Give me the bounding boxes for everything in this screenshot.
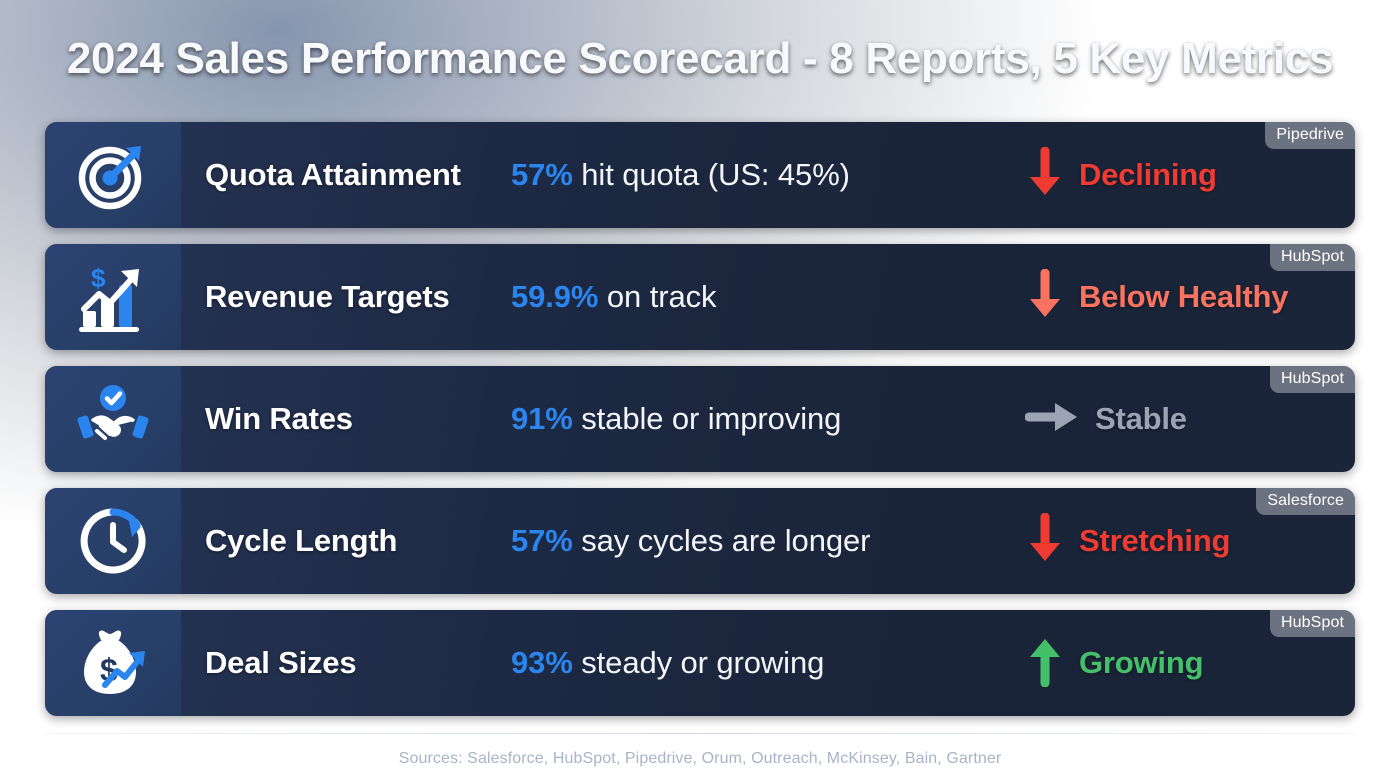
trend-indicator: Stretching <box>1025 512 1355 570</box>
sources-footer: Sources: Salesforce, HubSpot, Pipedrive,… <box>398 750 1002 767</box>
money-bag-growth-icon: $ <box>45 610 181 716</box>
arrow-right-icon <box>1024 397 1081 442</box>
metric-value-number: 57% <box>511 523 573 558</box>
metric-label: Deal Sizes <box>205 645 357 680</box>
metric-value-text: stable or improving <box>572 401 842 436</box>
trend-label: Growing <box>1079 645 1204 680</box>
source-badge[interactable]: HubSpot <box>1270 610 1355 637</box>
clock-cycle-icon <box>45 488 181 594</box>
metric-value-text: say cycles are longer <box>572 523 871 558</box>
trend-indicator: Declining <box>1025 146 1355 204</box>
trend-label: Stable <box>1095 401 1187 436</box>
svg-text:$: $ <box>91 263 106 293</box>
metric-value: 59.9% on track <box>511 279 1025 315</box>
source-badge[interactable]: HubSpot <box>1270 366 1355 393</box>
trend-label: Stretching <box>1079 523 1231 558</box>
page-title: 2024 Sales Performance Scorecard - 8 Rep… <box>66 34 1334 83</box>
metric-value: 57% hit quota (US: 45%) <box>511 157 1025 193</box>
metric-value-text: hit quota (US: 45%) <box>572 157 850 192</box>
metric-value-number: 93% <box>511 645 573 680</box>
metric-row[interactable]: $ Deal Sizes 93% steady or growing Growin… <box>45 610 1355 716</box>
arrow-down-icon <box>1025 146 1065 204</box>
trend-indicator: Growing <box>1025 635 1355 692</box>
metric-row[interactable]: $ Revenue Targets 59.9% on track Below He… <box>45 244 1355 350</box>
metric-value-number: 57% <box>511 157 573 192</box>
handshake-check-icon <box>45 366 181 472</box>
metric-row[interactable]: Cycle Length 57% say cycles are longer St… <box>45 488 1355 594</box>
arrow-down-icon <box>1025 512 1065 570</box>
metric-value-text: on track <box>598 279 717 314</box>
arrow-down-icon <box>1025 268 1065 326</box>
bar-chart-growth-dollar-icon: $ <box>45 244 181 350</box>
metric-value-number: 91% <box>511 401 573 436</box>
metric-row[interactable]: Quota Attainment 57% hit quota (US: 45%) … <box>45 122 1355 228</box>
source-badge[interactable]: HubSpot <box>1270 244 1355 271</box>
metric-label: Quota Attainment <box>205 157 461 192</box>
arrow-up-icon <box>1025 635 1065 692</box>
metric-label: Cycle Length <box>205 523 398 558</box>
metric-label: Revenue Targets <box>205 279 450 314</box>
metric-value-number: 59.9% <box>511 279 599 314</box>
target-arrow-icon <box>45 122 181 228</box>
source-badge[interactable]: Salesforce <box>1256 488 1355 515</box>
metric-row[interactable]: Win Rates 91% stable or improving Stable H… <box>45 366 1355 472</box>
trend-label: Below Healthy <box>1079 279 1289 314</box>
metric-label: Win Rates <box>205 401 353 436</box>
footer-divider <box>45 733 1355 734</box>
metric-value: 93% steady or growing <box>511 645 1025 681</box>
trend-indicator: Below Healthy <box>1025 268 1355 326</box>
trend-indicator: Stable <box>1024 397 1355 442</box>
trend-label: Declining <box>1079 157 1217 192</box>
metric-value-text: steady or growing <box>572 645 825 680</box>
metrics-list: Quota Attainment 57% hit quota (US: 45%) … <box>45 122 1355 732</box>
metric-value: 57% say cycles are longer <box>511 523 1025 559</box>
source-badge[interactable]: Pipedrive <box>1265 122 1355 149</box>
metric-value: 91% stable or improving <box>511 401 1025 437</box>
